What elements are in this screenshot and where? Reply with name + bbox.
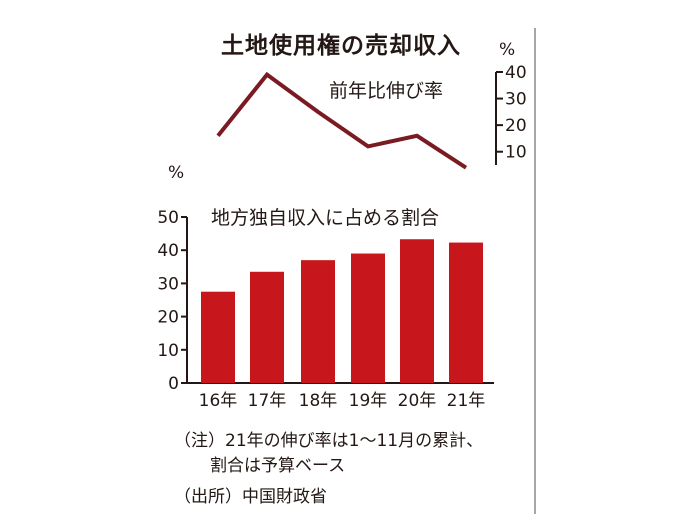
source-note: （出所）中国財政省	[174, 487, 327, 507]
chart-title: 土地使用権の売却収入	[221, 33, 461, 59]
x-tick-label: 16年	[199, 391, 238, 411]
series-line-yoy-growth	[216, 71, 468, 170]
bar	[400, 239, 434, 383]
line-y-tick-label: 40	[505, 63, 527, 83]
bar-y-tick-label: 10	[157, 341, 179, 361]
bar	[449, 242, 483, 383]
x-tick-label: 19年	[349, 391, 388, 411]
x-tick-label: 17年	[248, 391, 287, 411]
bar-y-tick-label: 0	[168, 374, 179, 394]
x-tick-label: 18年	[299, 391, 338, 411]
bar-unit-label: %	[168, 163, 185, 183]
note-line-1: （注）21年の伸び率は1～11月の累計、	[174, 431, 484, 451]
bar	[351, 253, 385, 383]
bar	[301, 260, 335, 383]
note-line-2: 割合は予算ベース	[210, 456, 346, 476]
line-series-label: 前年比伸び率	[329, 80, 444, 102]
line-y-tick-label: 20	[505, 116, 527, 136]
bar-y-tick-label: 30	[157, 274, 179, 294]
bar-y-tick-label: 50	[157, 208, 179, 228]
line-y-tick-label: 10	[505, 143, 527, 163]
bar	[250, 271, 284, 383]
bar-y-tick-label: 40	[157, 241, 179, 261]
bar-y-tick-label: 20	[157, 308, 179, 328]
bar-series-label: 地方独自収入に占める割合	[211, 207, 440, 229]
x-tick-label: 21年	[447, 391, 486, 411]
bar	[201, 291, 235, 383]
x-tick-label: 20年	[398, 391, 437, 411]
line-unit-label: %	[499, 40, 516, 60]
line-y-tick-label: 30	[505, 90, 527, 110]
